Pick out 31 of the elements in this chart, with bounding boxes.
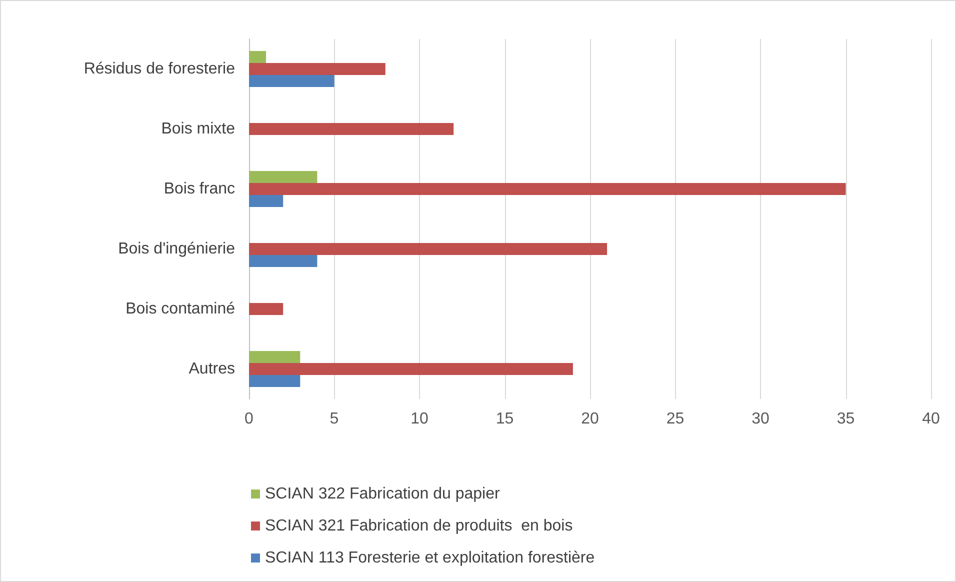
y-tick-label: Bois mixte [161, 120, 236, 138]
x-tick-label: 5 [330, 410, 339, 428]
bar [249, 171, 318, 183]
x-tick-label: 10 [410, 410, 428, 428]
bar [249, 375, 300, 387]
bar [249, 75, 334, 87]
x-tick-label: 0 [244, 410, 254, 428]
bar [249, 363, 573, 375]
x-tick-label: 35 [836, 410, 855, 428]
y-tick-label: Autres [188, 360, 235, 378]
legend-label: SCIAN 321 Fabrication de produits en bois [265, 518, 573, 534]
bar [249, 255, 318, 267]
bar [249, 63, 386, 75]
x-tick-label: 25 [666, 410, 684, 428]
y-tick-label: Bois d'ingénierie [118, 240, 236, 258]
legend-label: SCIAN 322 Fabrication du papier [265, 486, 500, 502]
legend-label: SCIAN 113 Foresterie et exploitation forestière [265, 550, 595, 566]
bar [249, 183, 846, 195]
bar [249, 303, 284, 315]
x-tick-label: 30 [752, 410, 770, 428]
bar [249, 195, 284, 207]
x-tick-label: 20 [581, 410, 599, 428]
bar [249, 243, 608, 255]
y-tick-label: Résidus de foresterie [84, 60, 236, 78]
y-tick-label: Bois franc [164, 180, 235, 198]
x-tick-label: 15 [496, 410, 514, 428]
bar [249, 51, 266, 63]
x-tick-label: 40 [922, 410, 940, 428]
bar [249, 351, 300, 363]
bar [249, 123, 454, 135]
y-tick-label: Bois contaminé [126, 300, 236, 318]
